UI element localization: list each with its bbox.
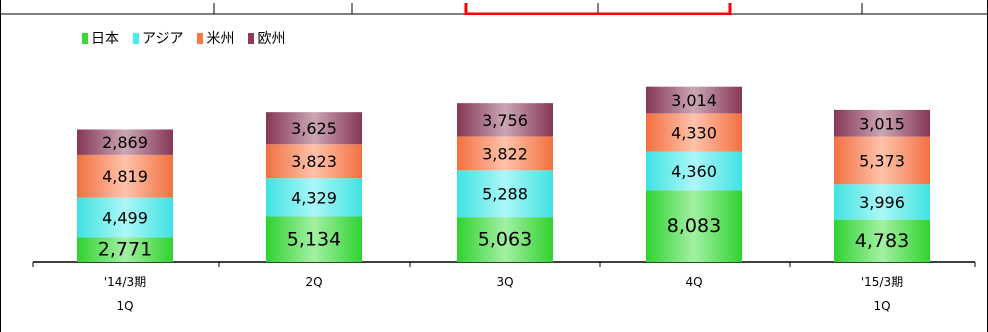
bar-segment-1-1 (266, 178, 362, 217)
bar-segment-1-0 (266, 216, 362, 262)
category-label-4-0: '15/3期 (861, 275, 903, 289)
legend-item-3: 欧州 (248, 28, 285, 48)
bar-segment-0-1 (77, 197, 173, 238)
data-label-3-2: 4,330 (671, 124, 717, 143)
bar-segment-3-3 (646, 86, 742, 114)
legend-label-3: 欧州 (257, 31, 286, 47)
data-label-0-2: 4,819 (102, 167, 148, 186)
legend-swatch-0 (82, 32, 88, 44)
data-label-1-1: 4,329 (291, 188, 337, 207)
category-label-0-0: '14/3期 (104, 275, 146, 289)
legend-label-0: 日本 (91, 31, 119, 47)
data-label-2-2: 3,822 (482, 144, 528, 163)
data-label-2-0: 5,063 (478, 229, 532, 251)
category-label-3-0: 4Q (685, 275, 702, 289)
bar-segment-3-2 (646, 113, 742, 152)
data-label-4-3: 3,015 (859, 114, 905, 133)
bar-segment-0-0 (77, 237, 173, 262)
bar-segment-3-0 (646, 190, 742, 262)
category-label-1-0: 2Q (305, 275, 322, 289)
table-border-strip (0, 0, 988, 16)
data-label-4-2: 5,373 (859, 151, 905, 170)
data-label-4-0: 4,783 (855, 230, 909, 252)
bar-segment-1-2 (266, 144, 362, 179)
data-label-3-0: 8,083 (667, 215, 721, 237)
legend-label-1: アジア (142, 31, 184, 47)
category-label-4-1: 1Q (873, 299, 890, 313)
data-label-3-3: 3,014 (671, 91, 717, 110)
data-label-0-3: 2,869 (102, 133, 148, 152)
legend-swatch-1 (133, 32, 139, 44)
data-label-1-2: 3,823 (291, 152, 337, 171)
data-label-4-1: 3,996 (859, 193, 905, 212)
data-label-1-3: 3,625 (291, 119, 337, 138)
bar-segment-3-1 (646, 151, 742, 191)
category-label-0-1: 1Q (116, 299, 133, 313)
legend-item-0: 日本 (82, 28, 119, 48)
bar-segment-2-1 (457, 170, 553, 218)
data-label-0-0: 2,771 (98, 239, 152, 261)
legend-item-2: 米州 (197, 28, 234, 48)
bar-segment-0-3 (77, 129, 173, 155)
bar-segment-2-3 (457, 103, 553, 137)
data-label-0-1: 4,499 (102, 209, 148, 228)
bar-segment-4-3 (834, 109, 930, 137)
category-label-2-0: 3Q (496, 275, 513, 289)
data-label-1-0: 5,134 (287, 228, 341, 250)
legend-item-1: アジア (133, 28, 183, 48)
bar-segment-4-0 (834, 219, 930, 262)
data-label-2-1: 5,288 (482, 185, 528, 204)
data-label-2-3: 3,756 (482, 111, 528, 130)
bar-segment-4-1 (834, 184, 930, 220)
bar-segment-4-2 (834, 136, 930, 185)
table-fragment-top (0, 0, 988, 16)
legend-swatch-2 (197, 32, 204, 44)
bar-segment-0-2 (77, 154, 173, 198)
bar-segment-1-3 (266, 112, 362, 145)
legend-label-2: 米州 (206, 31, 235, 47)
data-label-3-1: 4,360 (671, 162, 717, 181)
bar-segment-2-2 (457, 136, 553, 171)
bar-segment-2-0 (457, 217, 553, 262)
chart-legend: 日本 アジア 米州 欧州 (82, 28, 285, 48)
legend-swatch-3 (248, 32, 255, 44)
